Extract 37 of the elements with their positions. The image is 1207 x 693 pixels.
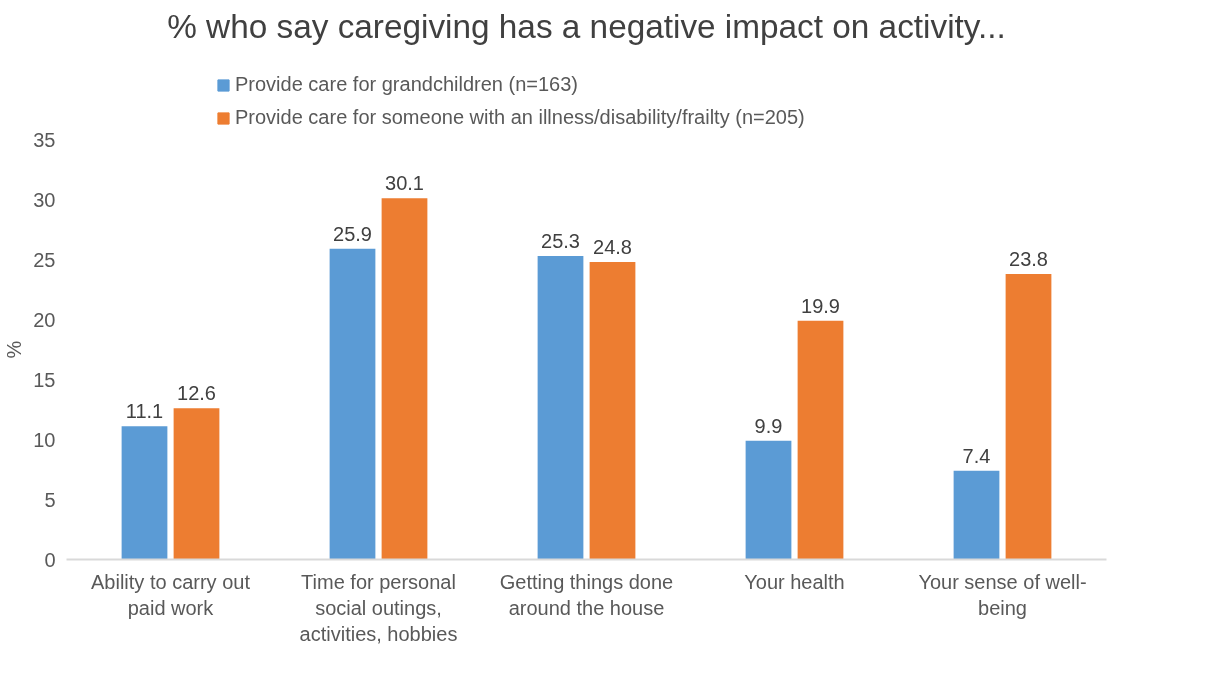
bar bbox=[953, 470, 1000, 560]
data-label: 12.6 bbox=[177, 382, 216, 405]
bar bbox=[121, 426, 168, 560]
y-tick-label: 20 bbox=[33, 308, 56, 331]
bar bbox=[381, 198, 428, 560]
y-tick-label: 0 bbox=[44, 548, 56, 571]
bar bbox=[797, 320, 844, 560]
data-label: 24.8 bbox=[593, 235, 632, 258]
y-tick-label: 15 bbox=[33, 368, 56, 391]
data-label: 25.3 bbox=[541, 229, 580, 252]
bar bbox=[589, 261, 636, 560]
y-tick-label: 5 bbox=[44, 488, 56, 511]
data-label: 7.4 bbox=[962, 444, 991, 467]
y-tick-label: 10 bbox=[33, 428, 56, 451]
bar bbox=[537, 255, 584, 560]
x-tick-label: Your health bbox=[744, 570, 845, 593]
bar bbox=[329, 248, 376, 560]
data-label: 19.9 bbox=[801, 294, 840, 317]
x-tick-label: Your sense of well-being bbox=[918, 570, 1087, 619]
y-tick-label: 35 bbox=[33, 128, 56, 151]
x-tick-label: Getting things done around the house bbox=[499, 570, 674, 619]
y-tick-label: 25 bbox=[33, 248, 56, 271]
legend-label: Provide care for grandchildren (n=163) bbox=[235, 73, 578, 96]
data-label: 23.8 bbox=[1009, 247, 1048, 270]
legend-label: Provide care for someone with an illness/disability/frailty (n=205) bbox=[235, 106, 805, 129]
y-tick-label: 30 bbox=[33, 188, 56, 211]
data-label: 11.1 bbox=[125, 400, 164, 423]
y-axis-title: % bbox=[3, 340, 26, 359]
bar bbox=[1005, 273, 1052, 560]
x-tick-label: Ability to carry out paid work bbox=[91, 570, 251, 619]
data-label: 30.1 bbox=[385, 172, 424, 195]
bar bbox=[173, 408, 220, 560]
chart-title: % who say caregiving has a negative impact on activity... bbox=[167, 7, 1006, 45]
data-label: 25.9 bbox=[333, 222, 372, 245]
bar bbox=[745, 440, 792, 560]
x-tick-label: Time for personal social outings, activities, hobbies bbox=[299, 570, 458, 646]
data-label: 9.9 bbox=[754, 414, 783, 437]
